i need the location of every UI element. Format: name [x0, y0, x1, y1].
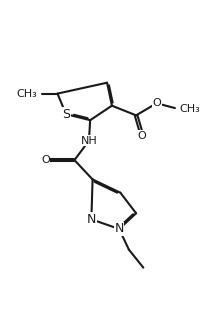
Text: O: O — [152, 98, 161, 108]
Text: CH₃: CH₃ — [16, 89, 37, 98]
Text: N: N — [87, 213, 96, 226]
Text: CH₃: CH₃ — [180, 104, 200, 114]
Text: O: O — [41, 155, 50, 165]
Text: N: N — [115, 223, 124, 236]
Text: NH: NH — [81, 136, 97, 146]
Text: O: O — [138, 131, 147, 141]
Text: S: S — [62, 108, 70, 121]
